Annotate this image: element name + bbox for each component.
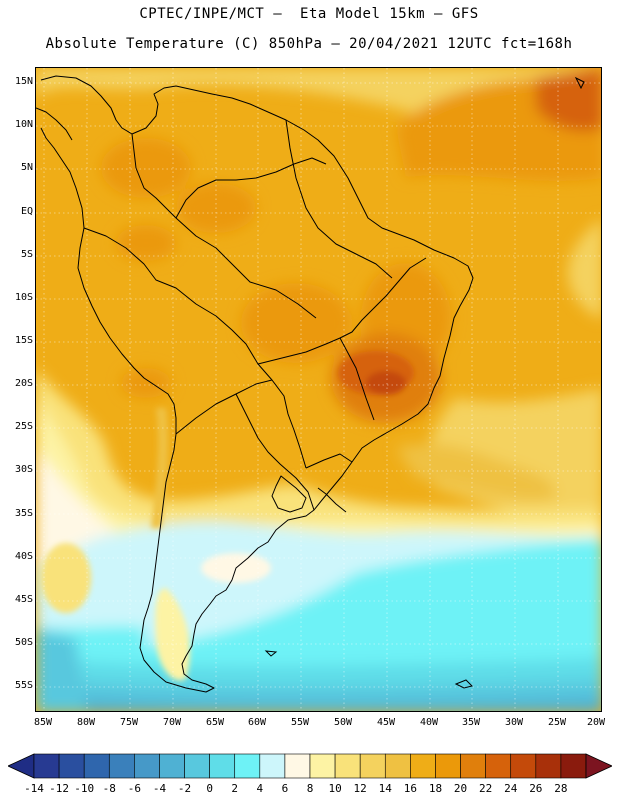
- colorbar-cell: [535, 753, 562, 779]
- colorbar-cell: [284, 753, 311, 779]
- colorbar-tick-label: 8: [306, 782, 314, 795]
- lat-label-40s: 40S: [14, 551, 33, 562]
- colorbar-cell: [309, 753, 336, 779]
- lat-label-20s: 20S: [14, 378, 33, 389]
- lon-label-80w: 80W: [76, 717, 96, 728]
- colorbar-cell: [184, 753, 210, 779]
- colorbar-tick-label: 20: [453, 782, 468, 795]
- graticule: [36, 68, 601, 711]
- colorbar-cell: [460, 753, 486, 779]
- colorbar-tick-label: -10: [74, 782, 95, 795]
- colorbar-cell: [510, 753, 537, 779]
- colorbar-cell: [435, 753, 461, 779]
- colorbar-low-arrow: [8, 753, 35, 779]
- lat-label-35s: 35S: [14, 508, 33, 519]
- lon-label-65w: 65W: [205, 717, 225, 728]
- colorbar-cell: [485, 753, 512, 779]
- colorbar-cell: [209, 753, 236, 779]
- lat-label-45s: 45S: [14, 594, 33, 605]
- temperature-map: [35, 67, 602, 712]
- colorbar-cell: [83, 753, 110, 779]
- colorbar-tick-label: 10: [328, 782, 342, 795]
- colorbar-cell: [334, 753, 361, 779]
- lon-label-55w: 55W: [290, 717, 310, 728]
- colorbar-tick-label: 12: [353, 782, 367, 795]
- colorbar-cell: [108, 753, 135, 779]
- map-title-line1: CPTEC/INPE/MCT – Eta Model 15km – GFS: [139, 6, 479, 22]
- colorbar-cell: [134, 753, 160, 779]
- temperature-field: [36, 68, 601, 711]
- colorbar-tick-label: -4: [152, 782, 167, 795]
- colorbar-cell: [58, 753, 85, 779]
- colorbar-tick-label: -6: [127, 782, 141, 795]
- colorbar-tick-label: 0: [206, 782, 213, 795]
- lon-label-20w: 20W: [586, 717, 606, 728]
- coastline: [36, 75, 474, 693]
- map-title-line2: Absolute Temperature (C) 850hPa – 20/04/…: [45, 36, 573, 52]
- lat-label-15s: 15S: [14, 335, 33, 346]
- lon-label-75w: 75W: [119, 717, 139, 728]
- colorbar-cell: [410, 753, 436, 779]
- islands: [264, 76, 585, 689]
- colorbar-high-arrow: [585, 753, 612, 779]
- colorbar-cell: [234, 753, 261, 779]
- colorbar-tick-label: 4: [256, 782, 264, 795]
- colorbar-tick-label: 26: [529, 782, 543, 795]
- lon-label-25w: 25W: [547, 717, 567, 728]
- colorbar-tick-label: -2: [177, 782, 192, 795]
- colorbar-cell: [384, 753, 411, 779]
- lon-label-85w: 85W: [33, 717, 53, 728]
- lat-label-5s: 5S: [20, 249, 33, 260]
- lon-label-60w: 60W: [247, 717, 267, 728]
- lon-label-45w: 45W: [376, 717, 396, 728]
- colorbar-cell: [359, 753, 386, 779]
- colorbar-cell: [159, 753, 185, 779]
- colorbar-tick-label: -12: [49, 782, 70, 795]
- colorbar-tick-label: -14: [24, 782, 44, 795]
- colorbar-tick-label: 22: [479, 782, 493, 795]
- lat-label-55s: 55S: [14, 680, 33, 691]
- colorbar-tick-label: -8: [102, 782, 116, 795]
- lat-label-10n: 10N: [14, 119, 33, 130]
- lat-label-5n: 5N: [20, 162, 33, 173]
- colorbar-tick-label: 28: [554, 782, 568, 795]
- lat-label-50s: 50S: [14, 637, 33, 648]
- lon-label-35w: 35W: [461, 717, 481, 728]
- lon-label-50w: 50W: [333, 717, 353, 728]
- lat-label-25s: 25S: [14, 421, 33, 432]
- colorbar-cell: [560, 753, 587, 779]
- colorbar-tick-label: 6: [281, 782, 289, 795]
- colorbar-tick-label: 16: [403, 782, 417, 795]
- colorbar-cell: [33, 753, 60, 779]
- lat-label-eq: EQ: [20, 206, 33, 217]
- lon-label-40w: 40W: [419, 717, 439, 728]
- colorbar-tick-label: 14: [378, 782, 392, 795]
- lat-label-10s: 10S: [14, 292, 33, 303]
- lon-label-70w: 70W: [162, 717, 182, 728]
- colorbar: [8, 753, 612, 779]
- lat-label-30s: 30S: [14, 464, 33, 475]
- colorbar-cell: [259, 753, 286, 779]
- lon-label-30w: 30W: [504, 717, 524, 728]
- colorbar-tick-label: 18: [428, 782, 443, 795]
- lat-label-15n: 15N: [14, 76, 33, 87]
- colorbar-tick-label: 24: [504, 782, 518, 795]
- colorbar-tick-label: 2: [231, 782, 239, 795]
